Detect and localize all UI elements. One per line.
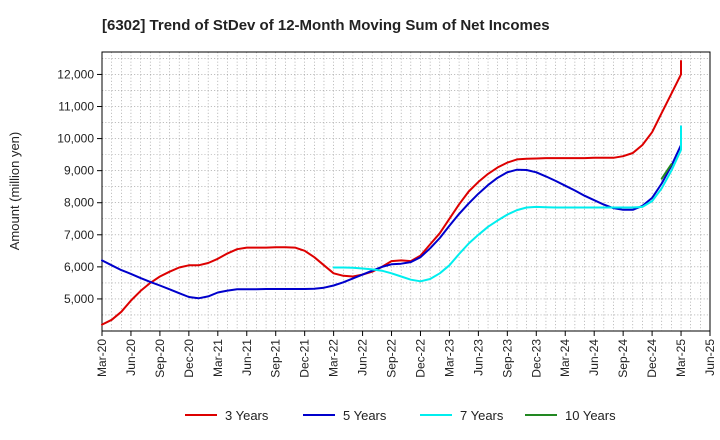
x-tick-label: Sep-23: [500, 339, 514, 378]
x-tick-label: Mar-21: [211, 339, 225, 377]
y-tick-label: 8,000: [64, 196, 94, 210]
x-tick-label: Dec-24: [645, 339, 659, 378]
x-tick-label: Dec-23: [529, 339, 543, 378]
series-line-5-years: [101, 125, 682, 300]
x-tick-label: Sep-21: [269, 339, 283, 378]
y-tick-label: 7,000: [64, 228, 94, 242]
y-axis-label: Amount (million yen): [7, 132, 22, 251]
legend: 3 Years 5 Years 7 Years 10 Years: [185, 408, 616, 423]
x-tick-label: Sep-20: [153, 339, 167, 378]
series-line-10-years: [660, 163, 673, 180]
x-tick-label: Dec-21: [298, 339, 312, 378]
x-tick-label: Jun-20: [124, 339, 138, 376]
plot-frame: [101, 51, 711, 332]
y-tick-label: 12,000: [57, 67, 94, 81]
x-tick-label: Jun-25: [703, 339, 717, 376]
x-tick-label: Jun-22: [356, 339, 370, 376]
series-layer: [101, 60, 682, 326]
x-tick-label: Mar-22: [327, 339, 341, 377]
x-tick-label: Mar-24: [558, 339, 572, 377]
x-tick-label: Mar-20: [95, 339, 109, 377]
x-axis-ticks: Mar-20 Jun-20 Sep-20 Dec-20 Mar-21 Jun-21 Sep-…: [95, 331, 717, 378]
series-line-7-years: [332, 125, 682, 283]
x-tick-label: Dec-22: [413, 339, 427, 378]
legend-label: 7 Years: [460, 408, 504, 423]
x-tick-label: Jun-21: [240, 339, 254, 376]
x-tick-label: Sep-24: [616, 339, 630, 378]
y-tick-label: 11,000: [58, 100, 94, 114]
x-tick-label: Mar-25: [674, 339, 688, 377]
y-tick-label: 10,000: [57, 132, 94, 146]
y-axis-ticks: 5,000 6,000 7,000 8,000 9,000 10,000 11,000 12,…: [57, 67, 102, 306]
legend-label: 3 Years: [225, 408, 269, 423]
x-tick-label: Sep-22: [385, 339, 399, 378]
x-tick-label: Dec-20: [182, 339, 196, 378]
y-tick-label: 9,000: [64, 164, 94, 178]
x-tick-label: Jun-24: [587, 339, 601, 376]
grid: [102, 52, 710, 331]
x-tick-label: Mar-23: [442, 339, 456, 377]
y-tick-label: 6,000: [64, 260, 94, 274]
chart-title: [6302] Trend of StDev of 12-Month Moving…: [102, 17, 550, 34]
legend-label: 10 Years: [565, 408, 616, 423]
x-tick-label: Jun-23: [471, 339, 485, 376]
legend-label: 5 Years: [343, 408, 387, 423]
y-tick-label: 5,000: [64, 292, 94, 306]
series-line-3-years: [101, 60, 682, 326]
